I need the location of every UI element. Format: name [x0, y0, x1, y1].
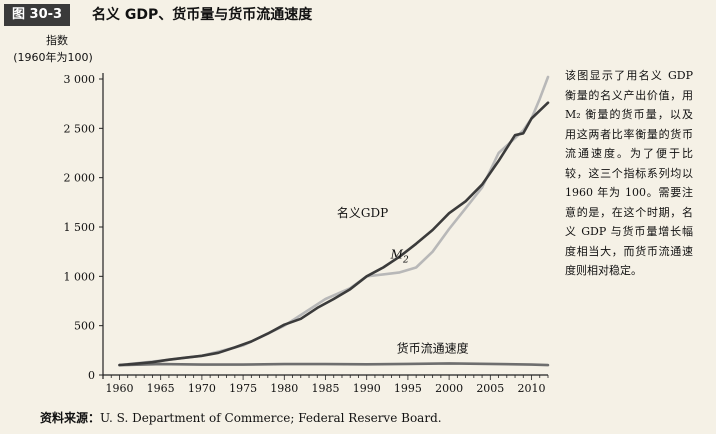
annotation-velocity: 货币流通速度	[397, 340, 469, 355]
y-axis-label-line2: (1960年为100)	[13, 50, 93, 64]
y-tick-label: 3 000	[64, 73, 96, 86]
x-tick-label: 2005	[476, 382, 504, 395]
x-tick-label: 1990	[353, 382, 381, 395]
series-line-velocity	[118, 362, 550, 367]
figure-label: 图 30-3	[4, 4, 71, 26]
x-tick-label: 1970	[188, 382, 216, 395]
source-label: 资料来源：	[40, 411, 101, 425]
x-tick-label: 1975	[229, 382, 257, 395]
x-tick-label: 1985	[312, 382, 340, 395]
x-tick-label: 1980	[270, 382, 298, 395]
x-tick-label: 1965	[147, 382, 175, 395]
y-tick-label: 0	[88, 369, 95, 382]
annotation-gdp: 名义GDP	[337, 205, 388, 220]
y-tick-label: 500	[74, 320, 95, 333]
x-tick-label: 2000	[435, 382, 463, 395]
figure-note: 该图显示了用名义 GDP 衡量的名义产出价值，用 M₂ 衡量的货币量，以及用这两…	[565, 69, 693, 277]
y-tick-label: 2 000	[64, 172, 96, 185]
figure-title: 名义 GDP、货币量与货币流通速度	[92, 7, 313, 23]
x-tick-label: 2010	[518, 382, 546, 395]
series-line-gdp	[118, 101, 550, 367]
y-tick-label: 1 500	[64, 221, 96, 234]
series-line-m2	[118, 75, 550, 367]
source-text: U. S. Department of Commerce; Federal Re…	[100, 411, 442, 425]
y-tick-label: 2 500	[64, 122, 96, 135]
x-tick-label: 1995	[394, 382, 422, 395]
x-tick-label: 1960	[105, 382, 133, 395]
source-line: 资料来源：U. S. Department of Commerce; Feder…	[40, 409, 442, 426]
y-tick-label: 1 000	[64, 270, 96, 283]
y-axis-label-line1: 指数	[46, 33, 68, 47]
annotation-m2: M2	[390, 248, 409, 266]
